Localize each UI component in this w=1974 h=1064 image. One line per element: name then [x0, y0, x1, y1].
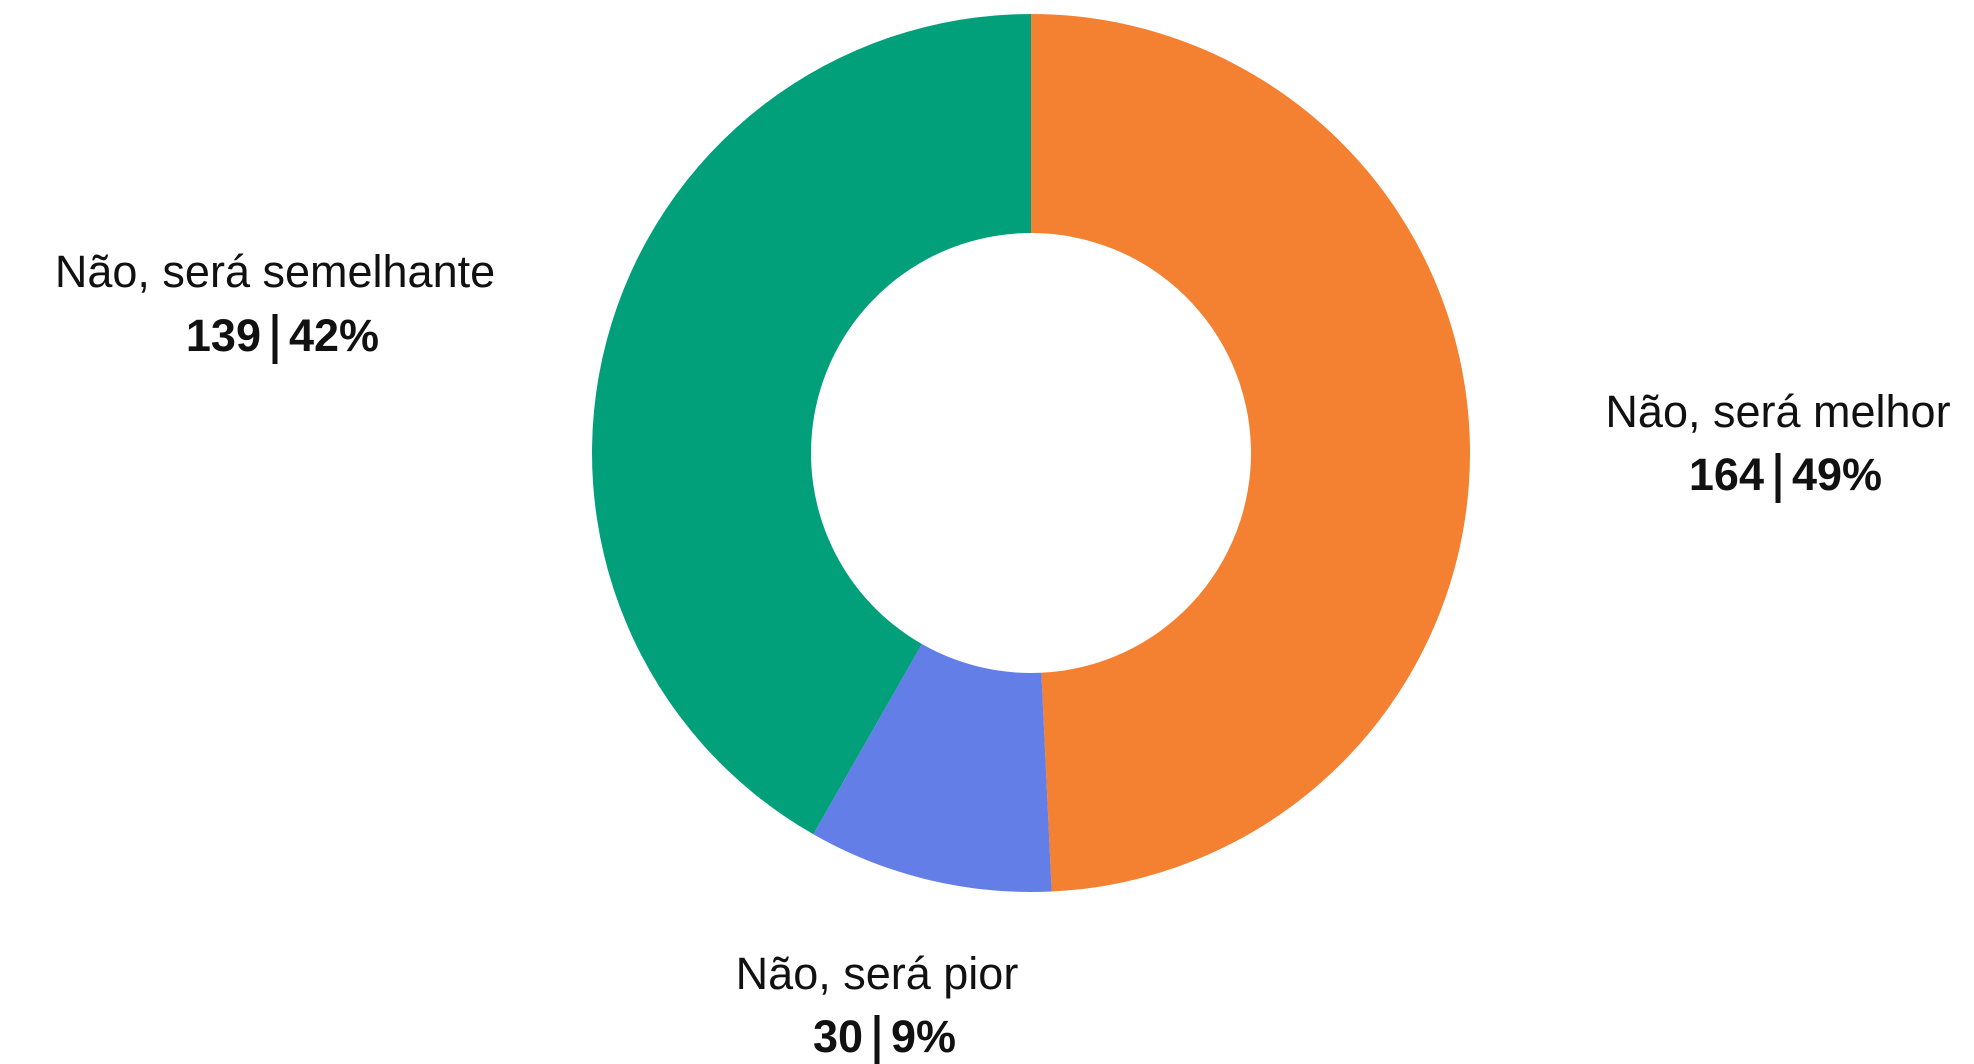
slice-label: Não, será melhor — [1605, 386, 1950, 437]
slice-percent: 42% — [289, 310, 379, 361]
slice-percent: 9% — [891, 1011, 956, 1062]
slice — [1031, 14, 1471, 892]
slice — [813, 644, 1052, 892]
slice — [592, 14, 1031, 835]
slice-count: 164 — [1689, 449, 1764, 500]
slice-count: 30 — [813, 1011, 863, 1062]
slice-count: 139 — [186, 310, 261, 361]
slice-label: Não, será semelhante — [55, 246, 495, 297]
slice-percent: 49% — [1792, 449, 1882, 500]
slice-label: Não, será pior — [736, 948, 1019, 999]
